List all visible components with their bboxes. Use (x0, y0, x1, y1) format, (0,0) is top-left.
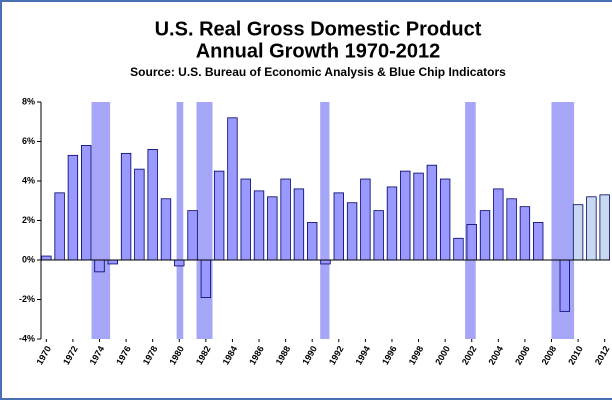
x-tick-label: 1974 (88, 344, 107, 366)
bar (81, 145, 92, 261)
y-tick-label: 0% (22, 254, 35, 264)
x-tick-label: 1984 (221, 344, 240, 366)
bar (213, 170, 225, 261)
bar (227, 117, 238, 261)
x-tick-label: 1986 (247, 344, 266, 366)
bar (307, 222, 318, 261)
y-tick-label: -4% (19, 333, 35, 343)
recession-band (176, 102, 184, 339)
x-tick-label: 1978 (141, 344, 160, 366)
x-tick-label: 2002 (460, 344, 479, 366)
recession-band (91, 102, 111, 339)
x-tick-label: 1998 (407, 344, 426, 366)
bar (240, 178, 251, 261)
bar (174, 259, 185, 267)
bar (67, 154, 79, 261)
bar (559, 259, 570, 312)
bar (94, 259, 105, 273)
bar (134, 168, 145, 261)
x-tick-label: 2006 (513, 344, 532, 366)
x-tick-label: 1976 (114, 344, 133, 366)
bar (479, 210, 491, 261)
bar (280, 178, 291, 261)
x-tick-label: 1970 (34, 344, 53, 366)
bar (413, 172, 424, 261)
x-tick-label: 2004 (486, 344, 505, 366)
bar (187, 210, 198, 261)
recession-band (320, 102, 330, 339)
bar (320, 259, 331, 265)
bar (373, 210, 384, 261)
bar (120, 152, 132, 261)
x-tick-label: 2008 (540, 344, 559, 366)
bar (533, 222, 544, 261)
x-tick-label: 1996 (380, 344, 399, 366)
bar (426, 164, 438, 261)
bar (400, 170, 411, 261)
bar (147, 148, 158, 261)
y-tick-label: -2% (19, 294, 35, 304)
bar (586, 196, 597, 261)
recession-band (196, 102, 213, 339)
bar (466, 224, 477, 261)
bar (200, 259, 212, 298)
x-tick-label: 1972 (61, 344, 80, 366)
chart-subtitle: Annual Growth 1970-2012 (196, 40, 441, 62)
bar (506, 198, 517, 261)
x-tick-label: 2000 (433, 344, 452, 366)
y-tick-label: 2% (22, 215, 35, 225)
x-tick-label: 1980 (167, 344, 186, 366)
bar (386, 186, 398, 261)
x-tick-label: 1992 (327, 344, 346, 366)
y-tick-label: 8% (22, 96, 35, 106)
x-tick-label: 1982 (194, 344, 213, 366)
bar (54, 192, 65, 261)
bar (519, 206, 531, 261)
bar (599, 194, 610, 261)
y-tick-label: 4% (22, 175, 35, 185)
recession-band (465, 102, 476, 339)
x-tick-label: 2010 (566, 344, 585, 366)
bar (333, 192, 344, 261)
bar (453, 237, 464, 261)
x-tick-label: 2012 (593, 344, 612, 366)
y-tick-label: 6% (22, 136, 35, 146)
source-note: Source: U.S. Bureau of Economic Analysis… (130, 65, 506, 79)
chart-title: U.S. Real Gross Domestic Product (155, 18, 482, 40)
bar (493, 188, 504, 261)
x-tick-label: 1994 (353, 344, 372, 366)
bar (41, 255, 52, 261)
x-tick-label: 1990 (300, 344, 319, 366)
bar (267, 196, 278, 261)
bar (346, 202, 358, 261)
bar (572, 204, 584, 261)
bar (107, 259, 118, 265)
bar (439, 178, 451, 261)
bar (360, 178, 371, 261)
bar (253, 190, 265, 261)
x-tick-label: 1988 (274, 344, 293, 366)
bar (160, 198, 172, 261)
bar (293, 188, 305, 261)
